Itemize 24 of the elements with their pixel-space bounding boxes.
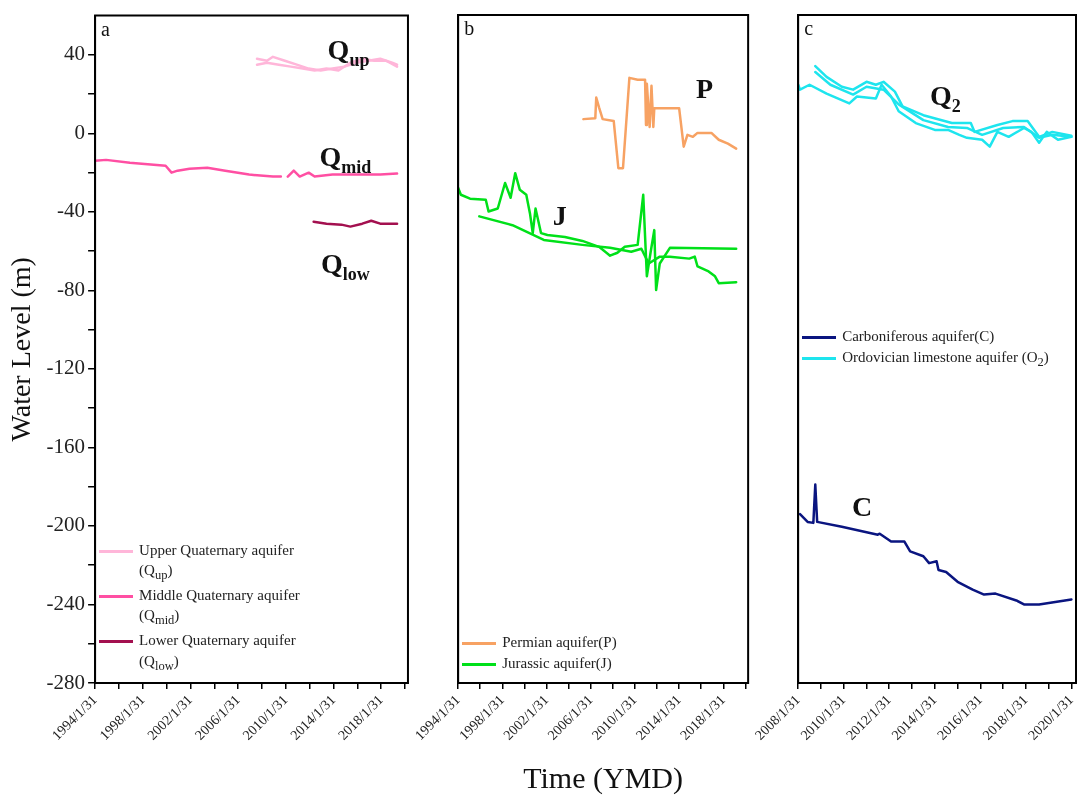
y-tick-label: -280 — [46, 669, 86, 694]
y-axis-title: Water Level (m) — [5, 257, 37, 442]
legend-label: Lower Quaternary aquifer (Q$_{low}$) — [139, 631, 297, 675]
y-tick-label: -240 — [46, 591, 86, 615]
annotation: c — [804, 17, 814, 39]
legend-label: Ordovician limestone aquifer (O$_{2}$) — [842, 348, 1049, 372]
y-tick-label: 0 — [74, 119, 86, 144]
annotation: P — [696, 73, 714, 105]
annotation: a — [101, 17, 111, 40]
legend-label: Carboniferous aquifer(C) — [842, 327, 995, 346]
annotation: C — [851, 490, 873, 522]
legend-label: Jurassic aquifer(J) — [502, 654, 612, 674]
y-tick-label: -120 — [46, 355, 86, 380]
y-tick-label: -80 — [57, 276, 86, 301]
legend-label: Middle Quaternary aquifer (Q$_{mid}$) — [139, 586, 301, 630]
annotation: J — [552, 200, 567, 232]
y-tick-label: -40 — [57, 198, 86, 223]
y-tick-label: -160 — [46, 433, 86, 458]
y-tick-label: -200 — [46, 512, 86, 537]
legend-label: Upper Quaternary aquifer (Q$_{up}$) — [139, 541, 295, 585]
annotation: b — [464, 17, 475, 39]
x-axis-title: Time (YMD) — [523, 760, 684, 795]
legend-label: Permian aquifer(P) — [502, 633, 617, 652]
y-tick-label: 40 — [64, 41, 86, 66]
